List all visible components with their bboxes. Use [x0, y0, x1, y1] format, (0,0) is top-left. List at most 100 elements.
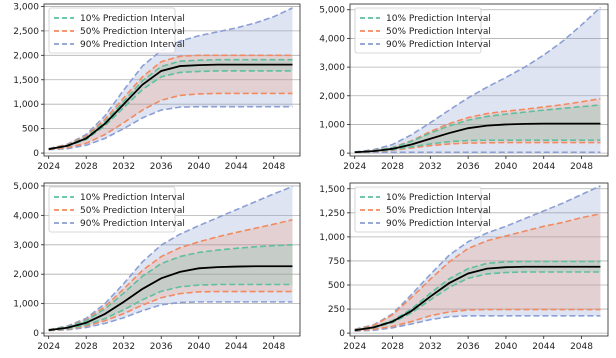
series-2-lower	[48, 92, 293, 151]
x-tick-label: 2040	[187, 342, 210, 352]
x-tick-label: 2048	[570, 342, 593, 352]
series-3-lower	[48, 301, 293, 332]
series-1-upper	[48, 243, 293, 331]
x-tick-label: 2036	[150, 342, 173, 352]
legend-label-2: 50% Prediction Interval	[386, 27, 491, 37]
series-3-lower	[48, 105, 293, 151]
x-tick-label: 2024	[343, 162, 366, 172]
x-tick-label: 2036	[457, 342, 480, 352]
series-2-upper	[48, 219, 293, 331]
y-tick-label: 3,000	[13, 241, 39, 251]
x-tick-label: 2024	[343, 342, 366, 352]
y-tick-label: 0	[33, 329, 39, 339]
legend-box	[48, 186, 176, 233]
chart-panel-2: 0 1,000 2,000 3,000 4,000 5,000 2024 2028 2032 20…	[319, 3, 609, 172]
x-tick-label: 2040	[494, 162, 517, 172]
legend-label-3: 90% Prediction Interval	[386, 40, 491, 50]
series-2-lower	[48, 290, 293, 332]
legend: 10% Prediction Interval 50% Prediction In…	[48, 186, 185, 233]
x-tick-label: 2024	[37, 342, 60, 352]
series-2-lower	[354, 308, 601, 332]
y-tick-label: 250	[328, 305, 345, 315]
y-tick-label: 2,000	[319, 92, 345, 102]
x-tick-label: 2032	[419, 162, 442, 172]
series-3-upper	[354, 185, 601, 331]
legend-label-3: 90% Prediction Interval	[80, 219, 185, 229]
x-tick-label: 2048	[570, 162, 593, 172]
y-tick-label: 2,000	[13, 51, 39, 61]
series-1-upper	[48, 58, 293, 150]
x-tick-label: 2032	[419, 342, 442, 352]
legend: 10% Prediction Interval 50% Prediction In…	[354, 186, 491, 233]
legend-box	[354, 186, 482, 233]
y-tick-label: 1,000	[13, 300, 39, 310]
x-tick-label: 2044	[532, 342, 555, 352]
y-tick-label: 4,000	[13, 211, 39, 221]
legend: 10% Prediction Interval 50% Prediction In…	[48, 7, 185, 54]
legend-label-2: 50% Prediction Interval	[80, 206, 185, 216]
median-line	[354, 265, 601, 332]
x-tick-label: 2028	[381, 162, 404, 172]
y-tick-label: 1,500	[319, 185, 345, 195]
band-1	[48, 59, 293, 150]
series-1-lower	[354, 139, 601, 154]
series-1-lower	[48, 283, 293, 332]
x-tick-label: 2032	[112, 342, 135, 352]
legend-label-3: 90% Prediction Interval	[80, 40, 185, 50]
band-3	[48, 186, 293, 331]
legend-label-2: 50% Prediction Interval	[80, 27, 185, 37]
y-tick-label: 1,250	[319, 209, 345, 219]
y-tick-label: 1,000	[319, 233, 345, 243]
y-tick-label: 3,000	[319, 63, 345, 73]
band-3	[48, 7, 293, 150]
legend-label-3: 90% Prediction Interval	[386, 219, 491, 229]
band-2	[48, 55, 293, 150]
x-tick-label: 2040	[494, 342, 517, 352]
y-tick-label: 500	[328, 281, 345, 291]
x-tick-label: 2044	[225, 162, 248, 172]
y-tick-label: 750	[328, 257, 345, 267]
axes-frame	[349, 182, 609, 337]
band-3	[354, 185, 601, 332]
y-tick-label: 0	[33, 149, 39, 159]
legend-label-1: 10% Prediction Interval	[386, 14, 491, 24]
legend-box	[354, 7, 482, 54]
chart-panel-4: 0 250 500 750 1,000 1,250 1,500 2024 2028 2032 203…	[319, 182, 609, 352]
x-tick-label: 2032	[112, 162, 135, 172]
y-tick-label: 2,500	[13, 27, 39, 37]
median-line	[48, 63, 293, 151]
x-tick-label: 2028	[75, 162, 98, 172]
band-1	[354, 261, 601, 331]
y-tick-label: 500	[22, 125, 39, 135]
y-tick-label: 2,000	[13, 270, 39, 280]
y-tick-label: 5,000	[319, 6, 345, 16]
y-tick-label: 0	[339, 149, 345, 159]
x-tick-label: 2028	[75, 342, 98, 352]
series-1-lower	[48, 70, 293, 150]
x-tick-label: 2048	[262, 342, 285, 352]
chart-panel-3: 0 1,000 2,000 3,000 4,000 5,000 2024 2028 2032 20…	[13, 182, 301, 352]
band-2	[354, 213, 601, 331]
series-1-upper	[354, 104, 601, 154]
y-tick-label: 1,000	[319, 120, 345, 130]
series-1-upper	[354, 260, 601, 331]
band-3	[354, 7, 601, 153]
legend-label-1: 10% Prediction Interval	[386, 193, 491, 203]
series-1-lower	[354, 271, 601, 332]
legend: 10% Prediction Interval 50% Prediction In…	[354, 7, 491, 54]
y-tick-label: 1,000	[13, 100, 39, 110]
series-3-upper	[354, 6, 601, 153]
chart-panel-1: 0 500 1,000 1,500 2,000 2,500 3,000 2024 2028 203…	[13, 2, 301, 172]
x-tick-label: 2024	[37, 162, 60, 172]
x-tick-label: 2048	[262, 162, 285, 172]
x-tick-label: 2028	[381, 342, 404, 352]
band-1	[354, 104, 601, 153]
y-tick-label: 0	[339, 329, 345, 339]
axes-frame	[43, 182, 301, 337]
x-tick-label: 2036	[457, 162, 480, 172]
series-2-upper	[354, 213, 601, 331]
legend-label-2: 50% Prediction Interval	[386, 206, 491, 216]
x-tick-label: 2036	[150, 162, 173, 172]
series-2-upper	[48, 54, 293, 150]
legend-box	[48, 7, 176, 54]
